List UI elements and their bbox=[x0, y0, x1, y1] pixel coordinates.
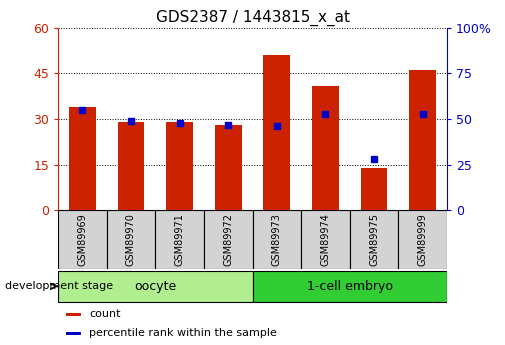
Bar bbox=[215, 125, 241, 210]
Bar bbox=[350, 210, 398, 269]
Text: GSM89969: GSM89969 bbox=[77, 214, 87, 266]
Bar bbox=[66, 313, 81, 316]
Text: development stage: development stage bbox=[5, 282, 113, 291]
Bar bbox=[398, 210, 447, 269]
Text: GSM89970: GSM89970 bbox=[126, 213, 136, 266]
Bar bbox=[301, 210, 350, 269]
Bar bbox=[312, 86, 339, 210]
Bar bbox=[156, 210, 204, 269]
Text: GSM89973: GSM89973 bbox=[272, 213, 282, 266]
Bar bbox=[66, 332, 81, 335]
Text: GSM89974: GSM89974 bbox=[320, 213, 330, 266]
Title: GDS2387 / 1443815_x_at: GDS2387 / 1443815_x_at bbox=[156, 10, 349, 26]
Bar bbox=[409, 70, 436, 210]
Bar bbox=[361, 168, 387, 210]
Text: 1-cell embryo: 1-cell embryo bbox=[307, 280, 393, 293]
Text: percentile rank within the sample: percentile rank within the sample bbox=[89, 328, 277, 338]
Bar bbox=[58, 210, 107, 269]
Bar bbox=[166, 122, 193, 210]
Bar bbox=[118, 122, 144, 210]
Text: oocyte: oocyte bbox=[134, 280, 176, 293]
Text: count: count bbox=[89, 309, 121, 319]
Bar bbox=[69, 107, 96, 210]
Bar bbox=[58, 271, 252, 302]
Bar bbox=[264, 55, 290, 210]
Bar bbox=[107, 210, 156, 269]
Text: GSM89999: GSM89999 bbox=[418, 214, 428, 266]
Bar bbox=[252, 271, 447, 302]
Bar bbox=[252, 210, 301, 269]
Text: GSM89972: GSM89972 bbox=[223, 213, 233, 266]
Bar bbox=[204, 210, 252, 269]
Text: GSM89971: GSM89971 bbox=[175, 213, 185, 266]
Text: GSM89975: GSM89975 bbox=[369, 213, 379, 266]
